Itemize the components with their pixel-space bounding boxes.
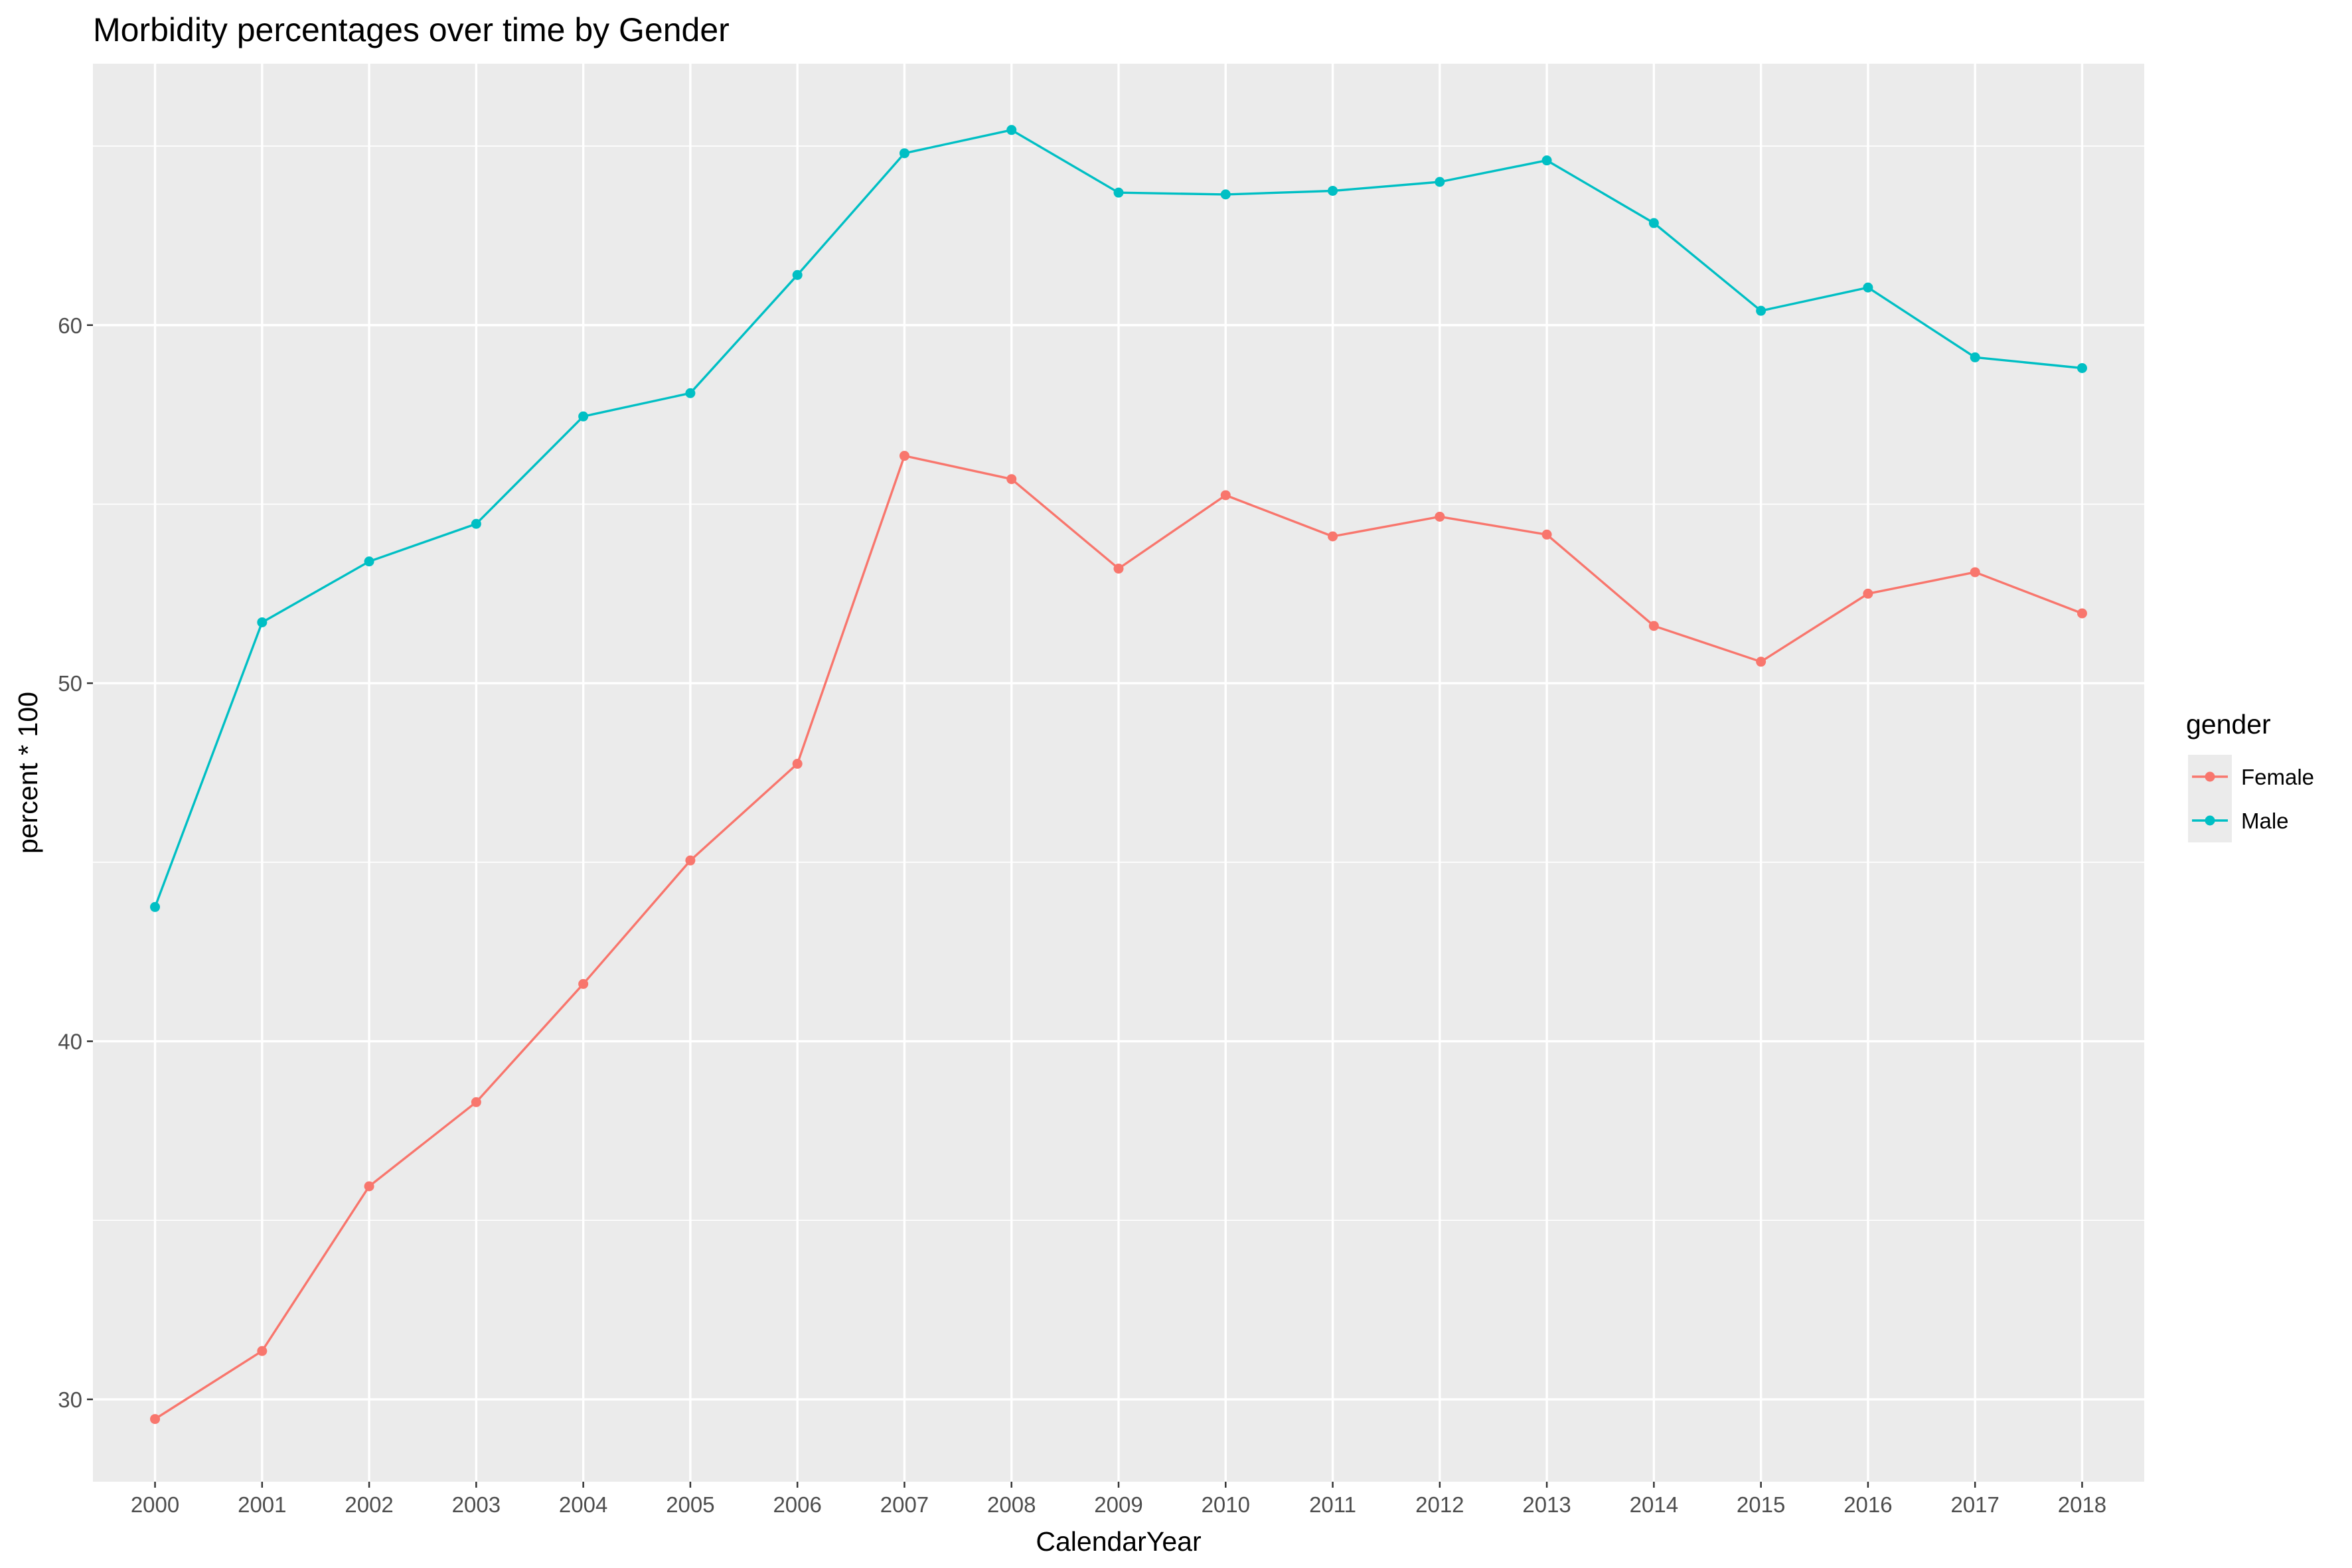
data-point-male xyxy=(1113,187,1124,198)
x-tick-label: 2004 xyxy=(559,1492,607,1517)
data-point-male xyxy=(1756,305,1766,316)
legend-key-point xyxy=(2205,771,2215,782)
data-point-male xyxy=(257,617,268,627)
y-tick-label: 60 xyxy=(58,313,82,338)
data-point-female xyxy=(150,1414,161,1425)
x-tick-label: 2002 xyxy=(345,1492,393,1517)
series-female xyxy=(150,451,2087,1425)
x-tick-label: 2009 xyxy=(1094,1492,1142,1517)
x-tick-label: 2012 xyxy=(1415,1492,1464,1517)
data-point-female xyxy=(1006,474,1017,485)
data-point-male xyxy=(899,148,909,159)
data-point-male xyxy=(578,411,589,422)
data-point-female xyxy=(899,451,909,461)
data-point-male xyxy=(1220,189,1231,200)
data-point-female xyxy=(1863,588,1873,599)
x-tick-label: 2013 xyxy=(1522,1492,1571,1517)
data-point-male xyxy=(1541,155,1552,166)
data-point-female xyxy=(792,759,803,769)
data-point-male xyxy=(2077,362,2087,373)
data-point-male xyxy=(1970,352,1980,362)
x-tick-label: 2018 xyxy=(2058,1492,2106,1517)
data-point-male xyxy=(364,556,374,567)
data-point-male xyxy=(150,902,161,912)
grid-lines xyxy=(93,64,2144,1482)
legend-item-male: Male xyxy=(2188,799,2289,842)
legend-title: gender xyxy=(2186,709,2271,740)
data-point-male xyxy=(1006,125,1017,135)
data-point-female xyxy=(257,1346,268,1356)
data-point-male xyxy=(1863,282,1873,293)
x-tick-label: 2006 xyxy=(773,1492,821,1517)
x-tick-label: 2010 xyxy=(1202,1492,1250,1517)
x-tick-label: 2003 xyxy=(452,1492,501,1517)
legend: gender Female Male xyxy=(2186,709,2314,842)
x-tick-label: 2017 xyxy=(1950,1492,1999,1517)
y-tick-label: 30 xyxy=(58,1387,82,1412)
series-layer xyxy=(150,125,2087,1425)
y-axis-title: percent * 100 xyxy=(13,692,43,854)
data-point-female xyxy=(364,1181,374,1192)
data-point-female xyxy=(1220,490,1231,501)
legend-item-female: Female xyxy=(2188,755,2314,799)
data-point-male xyxy=(471,518,481,529)
x-axis-title: CalendarYear xyxy=(1036,1526,1201,1557)
data-point-female xyxy=(578,979,589,989)
data-point-female xyxy=(1541,529,1552,540)
y-tick-label: 40 xyxy=(58,1030,82,1054)
data-point-male xyxy=(685,388,696,398)
data-point-male xyxy=(1648,218,1659,228)
x-tick-label: 2007 xyxy=(880,1492,929,1517)
data-point-male xyxy=(792,270,803,280)
x-tick-label: 2011 xyxy=(1309,1492,1356,1517)
data-point-female xyxy=(471,1097,481,1107)
data-point-male xyxy=(1328,185,1338,196)
data-point-female xyxy=(1648,621,1659,631)
data-point-female xyxy=(685,855,696,866)
axes: 30 40 50 60 2000 2001 2002 2003 2004 2005 2006 2007… xyxy=(58,313,2106,1517)
data-point-male xyxy=(1435,177,1445,187)
data-point-female xyxy=(2077,608,2087,619)
data-point-female xyxy=(1113,564,1124,574)
data-point-female xyxy=(1970,567,1980,578)
data-point-female xyxy=(1756,657,1766,667)
x-tick-label: 2015 xyxy=(1737,1492,1785,1517)
chart-title: Morbidity percentages over time by Gende… xyxy=(93,11,730,48)
data-point-female xyxy=(1435,511,1445,522)
data-point-female xyxy=(1328,531,1338,542)
legend-items: Female Male xyxy=(2188,755,2314,842)
legend-key-point xyxy=(2205,815,2215,826)
y-tick-label: 50 xyxy=(58,671,82,696)
legend-label: Female xyxy=(2241,765,2314,789)
x-tick-label: 2008 xyxy=(987,1492,1036,1517)
x-tick-label: 2000 xyxy=(131,1492,179,1517)
x-tick-label: 2001 xyxy=(238,1492,286,1517)
x-tick-label: 2016 xyxy=(1843,1492,1892,1517)
x-tick-label: 2014 xyxy=(1630,1492,1678,1517)
series-male xyxy=(150,125,2087,912)
legend-label: Male xyxy=(2241,809,2289,833)
x-tick-label: 2005 xyxy=(666,1492,714,1517)
